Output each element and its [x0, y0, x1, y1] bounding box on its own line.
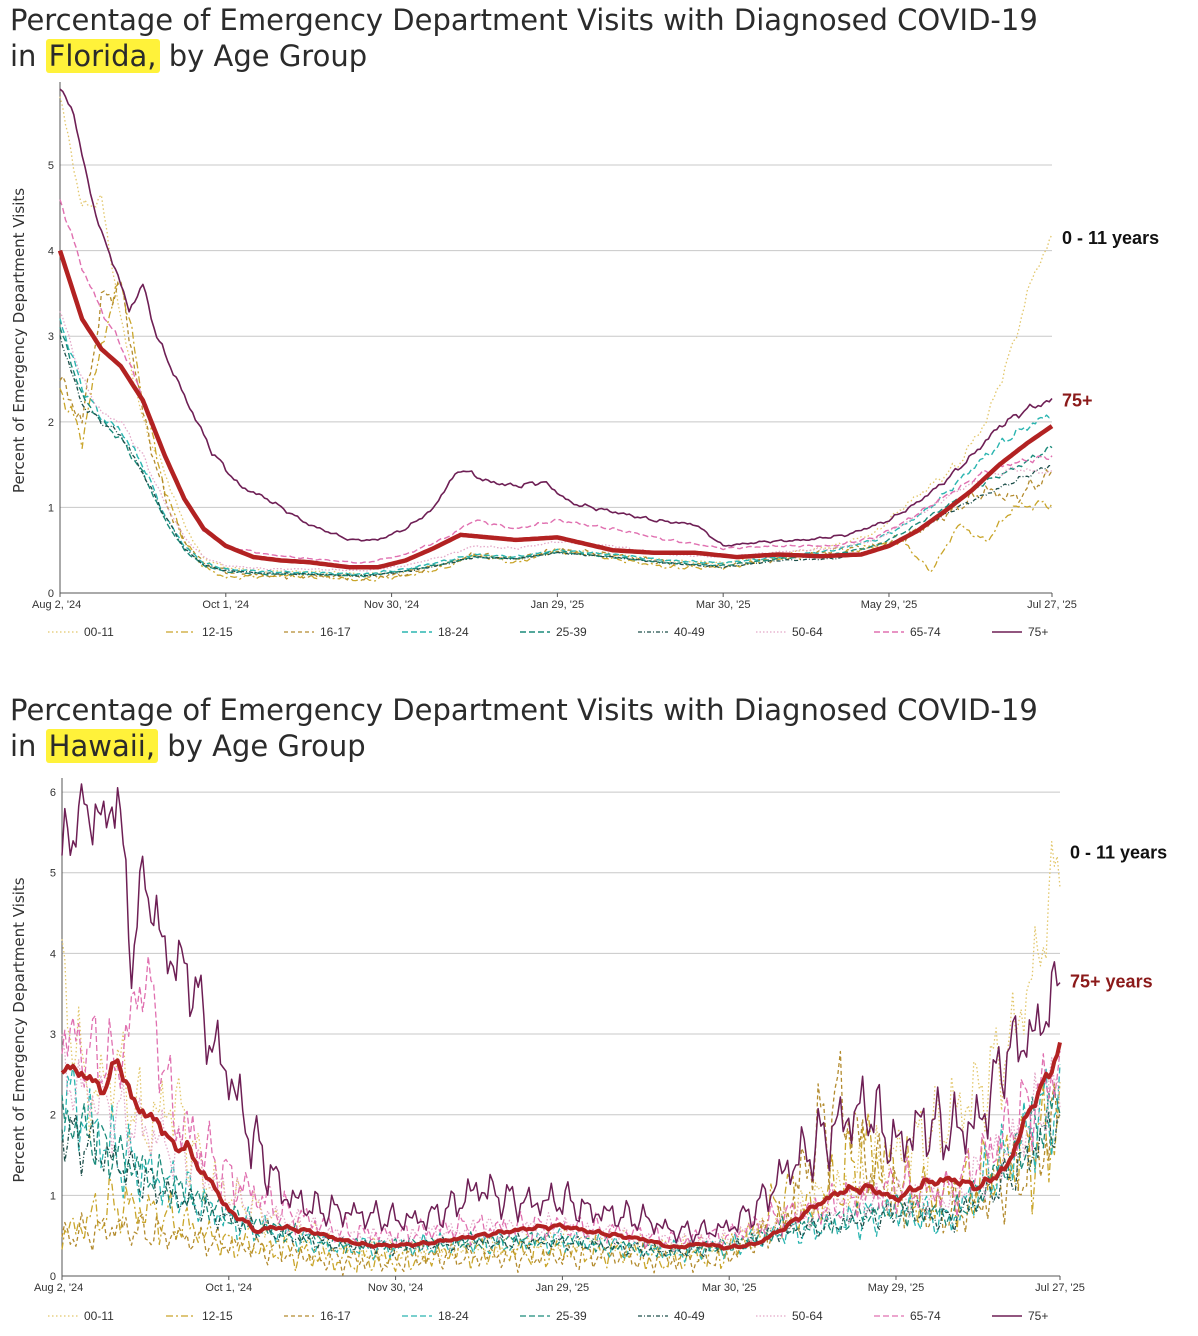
legend-label: 00-11	[84, 1309, 114, 1323]
x-tick-label: Nov 30, '24	[364, 599, 419, 611]
legend-item[interactable]: 18-24	[402, 1309, 469, 1323]
legend-item[interactable]: 00-11	[48, 625, 114, 639]
hawaii-line-chart: 0 1 2 3 4 5 6 Aug 2, '24 Oct 1, '24 Nov 30, '24 Ja…	[10, 778, 1167, 1323]
y-tick-label: 2	[50, 1110, 56, 1122]
legend-item[interactable]: 25-39	[520, 625, 587, 639]
series-line-16-17	[59, 280, 1053, 581]
legend-item[interactable]: 75+	[992, 1309, 1048, 1323]
y-axis-title: Percent of Emergency Department Visits	[10, 188, 28, 493]
legend-label: 16-17	[320, 625, 351, 639]
legend-item[interactable]: 40-49	[638, 1309, 705, 1323]
y-tick-label: 1	[48, 502, 54, 514]
series-line-12-15	[61, 1081, 1061, 1273]
hawaii-chart-title: Percentage of Emergency Department Visit…	[10, 692, 1038, 764]
legend-item[interactable]: 65-74	[874, 625, 941, 639]
legend-label: 25-39	[556, 1309, 587, 1323]
x-tick-label: Mar 30, '25	[702, 1282, 757, 1294]
legend-item[interactable]: 75+	[992, 625, 1048, 639]
end-annotation: 0 - 11 years	[1062, 228, 1159, 248]
x-tick-label: Nov 30, '24	[368, 1282, 423, 1294]
x-tick-label: Jul 27, '25	[1027, 599, 1077, 611]
x-tick-label: May 29, '25	[868, 1282, 925, 1294]
legend-label: 75+	[1028, 625, 1048, 639]
y-tick-label: 4	[50, 948, 56, 960]
series-line-00-11	[59, 96, 1053, 576]
x-tick-label: Mar 30, '25	[696, 599, 751, 611]
x-tick-label: Jan 29, '25	[531, 599, 584, 611]
legend-label: 50-64	[792, 1309, 823, 1323]
florida-line-chart: 0 1 2 3 4 5 Aug 2, '24 Oct 1, '24 Nov 30, '24 Jan…	[10, 82, 1159, 639]
legend-item[interactable]: 16-17	[284, 1309, 351, 1323]
y-tick-label: 5	[50, 868, 56, 880]
y-tick-label: 2	[48, 417, 54, 429]
title-line-1: Percentage of Emergency Department Visit…	[10, 693, 1038, 727]
legend-label: 40-49	[674, 625, 705, 639]
legend-item[interactable]: 18-24	[402, 625, 469, 639]
state-highlight: Hawaii,	[45, 729, 159, 763]
y-tick-label: 3	[50, 1029, 56, 1041]
x-tick-label: Aug 2, '24	[32, 599, 81, 611]
legend-item[interactable]: 12-15	[166, 1309, 233, 1323]
legend-item[interactable]: 00-11	[48, 1309, 114, 1323]
florida-chart-title: Percentage of Emergency Department Visit…	[10, 2, 1038, 74]
x-tick-label: Oct 1, '24	[202, 599, 249, 611]
legend-item[interactable]: 25-39	[520, 1309, 587, 1323]
x-tick-label: Oct 1, '24	[205, 1282, 252, 1294]
x-tick-label: Jul 27, '25	[1035, 1282, 1085, 1294]
y-tick-label: 0	[48, 588, 54, 600]
legend-label: 65-74	[910, 1309, 941, 1323]
legend-item[interactable]: 50-64	[756, 1309, 823, 1323]
title-line-2: in Florida, by Age Group	[10, 39, 368, 73]
y-axis-title: Percent of Emergency Department Visits	[10, 877, 28, 1182]
series-line-all	[57, 249, 1054, 570]
series-line-75-	[59, 88, 1053, 547]
florida-chart-panel: Percentage of Emergency Department Visit…	[0, 0, 1198, 650]
series-line-25-39	[59, 327, 1053, 578]
legend-label: 40-49	[674, 1309, 705, 1323]
series-line-18-24	[59, 318, 1053, 576]
y-tick-label: 1	[50, 1190, 56, 1202]
end-annotation: 75+	[1062, 390, 1093, 410]
legend-label: 12-15	[202, 1309, 233, 1323]
legend-item[interactable]: 50-64	[756, 625, 823, 639]
legend-label: 50-64	[792, 625, 823, 639]
legend-label: 16-17	[320, 1309, 351, 1323]
hawaii-chart-panel: Percentage of Emergency Department Visit…	[0, 690, 1198, 1336]
series-line-25-39	[61, 1089, 1061, 1258]
x-tick-label: Aug 2, '24	[34, 1282, 83, 1294]
legend-item[interactable]: 16-17	[284, 625, 351, 639]
legend-label: 25-39	[556, 625, 587, 639]
series-line-75-	[61, 783, 1061, 1245]
title-line-2: in Hawaii, by Age Group	[10, 729, 366, 763]
x-tick-label: May 29, '25	[861, 599, 918, 611]
state-highlight: Florida,	[45, 39, 160, 73]
legend-label: 65-74	[910, 625, 941, 639]
y-tick-label: 4	[48, 246, 54, 258]
legend-label: 18-24	[438, 625, 469, 639]
series-line-all	[60, 1041, 1062, 1251]
series-line-65-74	[59, 199, 1053, 564]
legend-label: 12-15	[202, 625, 233, 639]
y-tick-label: 3	[48, 331, 54, 343]
series-line-00-11	[61, 840, 1061, 1262]
legend-label: 00-11	[84, 625, 114, 639]
y-tick-label: 5	[48, 160, 54, 172]
legend-label: 18-24	[438, 1309, 469, 1323]
end-annotation: 0 - 11 years	[1070, 843, 1167, 863]
title-line-1: Percentage of Emergency Department Visit…	[10, 3, 1038, 37]
y-tick-label: 0	[50, 1271, 56, 1283]
series-line-16-17	[61, 1050, 1061, 1276]
x-tick-label: Jan 29, '25	[536, 1282, 589, 1294]
series-line-50-64	[59, 311, 1053, 572]
legend-label: 75+	[1028, 1309, 1048, 1323]
y-tick-label: 6	[50, 787, 56, 799]
end-annotation: 75+ years	[1070, 972, 1153, 992]
legend-item[interactable]: 40-49	[638, 625, 705, 639]
legend-item[interactable]: 65-74	[874, 1309, 941, 1323]
legend-item[interactable]: 12-15	[166, 625, 233, 639]
